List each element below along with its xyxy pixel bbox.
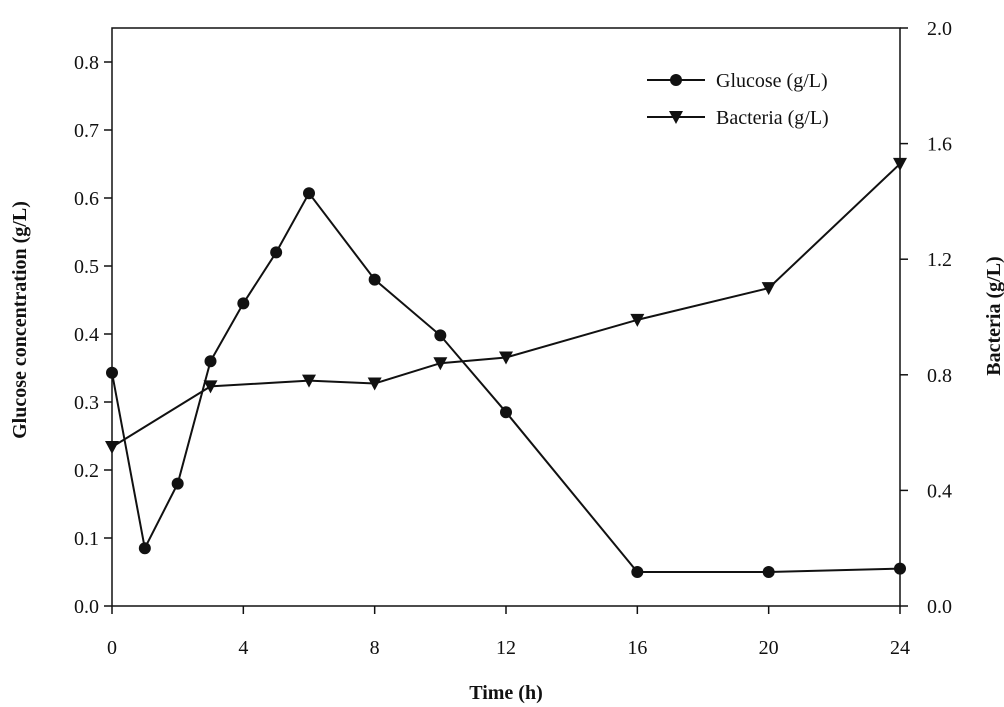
glucose-point bbox=[894, 562, 906, 575]
x-tick-label: 0 bbox=[107, 637, 117, 659]
glucose-point bbox=[368, 273, 381, 286]
glucose-point bbox=[434, 329, 447, 342]
glucose-point bbox=[237, 297, 250, 310]
y-left-tick-label: 0.8 bbox=[74, 52, 99, 74]
y-right-tick-label: 0.4 bbox=[927, 480, 952, 502]
x-tick-label: 4 bbox=[238, 637, 248, 659]
y-left-tick-label: 0.2 bbox=[74, 460, 99, 482]
series-line-bacteria bbox=[111, 163, 901, 448]
x-tick-label: 16 bbox=[627, 637, 647, 659]
y-axis-right-title: Bacteria (g/L) bbox=[983, 256, 1004, 375]
glucose-point bbox=[631, 566, 644, 578]
x-tick-label: 12 bbox=[496, 637, 516, 659]
y-left-tick-label: 0.0 bbox=[74, 596, 99, 618]
x-tick-label: 20 bbox=[759, 637, 779, 659]
bacteria-point bbox=[105, 441, 119, 455]
x-tick-label: 8 bbox=[370, 637, 380, 659]
y-right-tick-label: 1.6 bbox=[927, 134, 952, 156]
series-line-glucose bbox=[111, 191, 901, 573]
bacteria-point bbox=[761, 282, 776, 296]
y-right-tick-label: 0.0 bbox=[927, 596, 952, 618]
y-left-tick-label: 0.7 bbox=[74, 120, 99, 142]
bacteria-point bbox=[302, 374, 316, 388]
x-tick-label: 24 bbox=[890, 637, 910, 659]
bacteria-point bbox=[499, 351, 513, 365]
legend-bacteria-marker bbox=[669, 111, 683, 124]
y-left-tick-label: 0.6 bbox=[74, 188, 99, 210]
legend: Glucose (g/L) Bacteria (g/L) bbox=[647, 70, 829, 129]
glucose-point bbox=[204, 355, 217, 368]
y-left-tick-label: 0.4 bbox=[74, 324, 99, 346]
y-right-tick-label: 2.0 bbox=[927, 18, 952, 40]
glucose-point bbox=[171, 477, 184, 490]
legend-glucose-marker bbox=[670, 74, 682, 86]
glucose-point bbox=[138, 542, 151, 555]
bacteria-point bbox=[367, 377, 382, 391]
glucose-point bbox=[106, 366, 118, 379]
bacteria-point bbox=[893, 157, 907, 171]
glucose-point bbox=[303, 187, 315, 200]
legend-glucose-label: Glucose (g/L) bbox=[716, 70, 828, 92]
y-left-tick-label: 0.1 bbox=[74, 528, 99, 550]
x-axis-title: Time (h) bbox=[469, 682, 543, 704]
y-axis-right: 0.0 0.4 0.8 1.2 1.6 2.0 bbox=[900, 18, 952, 618]
series-layer bbox=[105, 157, 907, 578]
y-right-tick-label: 0.8 bbox=[927, 365, 952, 387]
legend-bacteria-label: Bacteria (g/L) bbox=[716, 107, 829, 129]
y-axis-left: 0.0 0.1 0.2 0.3 0.4 0.5 0.6 0.7 0.8 bbox=[74, 52, 112, 618]
glucose-point bbox=[500, 406, 512, 419]
glucose-point bbox=[762, 566, 775, 578]
bacteria-point bbox=[630, 313, 645, 327]
y-left-tick-label: 0.3 bbox=[74, 392, 99, 414]
y-left-tick-label: 0.5 bbox=[74, 256, 99, 278]
glucose-point bbox=[270, 246, 283, 259]
y-axis-left-title: Glucose concentration (g/L) bbox=[9, 201, 31, 439]
bacteria-point bbox=[433, 357, 448, 371]
x-axis: 0 4 8 12 16 20 24 bbox=[107, 606, 910, 659]
y-right-tick-label: 1.2 bbox=[927, 249, 952, 271]
bacteria-point bbox=[203, 380, 218, 394]
